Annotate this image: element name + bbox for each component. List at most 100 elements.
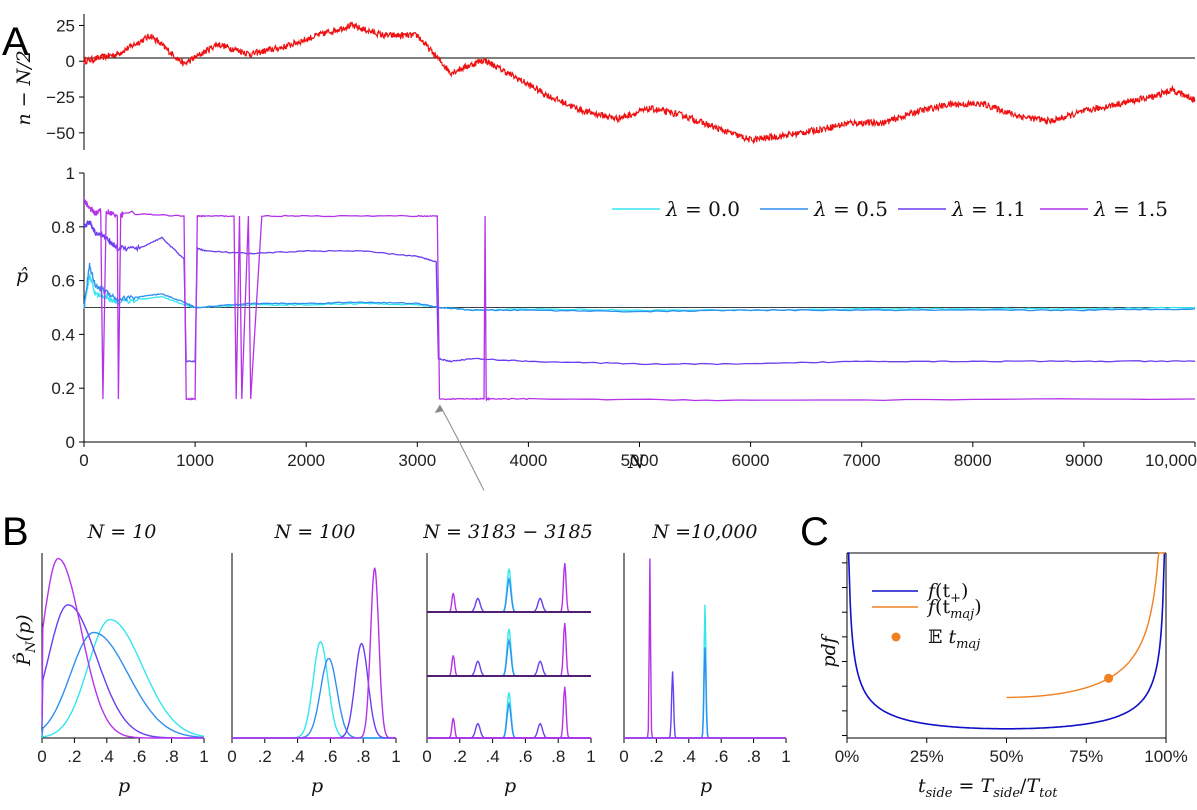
b-xtick-label: 0 [619,747,628,766]
f-t-maj-curve [1006,552,1166,699]
a-bottom-ytick-label: 0.4 [51,325,75,344]
a-top-ticks: 25 0 −25 −50 [46,16,84,143]
b-xtick-label: .2 [649,747,663,766]
b-xtick-label: .2 [453,747,467,766]
expected-t-maj-point [1104,673,1114,683]
legend-a: λ = 0.0 λ = 0.5 λ = 1.1 λ = 1.5 [612,197,1168,221]
b2-xlabel: p [311,775,323,797]
b-curve-5-3 [624,558,786,739]
a-bottom-xtick-label: 1000 [176,451,214,470]
panel-label-c: C [800,510,829,554]
a-bottom-series [83,196,1196,402]
a-bottom-ytick-label: 0 [66,433,75,452]
panel-label-b: B [2,510,29,554]
b1-xlabel: p [118,775,130,797]
random-walk-line [83,21,1196,145]
a-bottom-ticks: 0 0.2 0.4 0.6 0.8 1 0 1000 2000 3000 4000 5000 6000 7… [51,164,1197,470]
legend-label-expectation: 𝔼 tmaj [928,626,980,652]
b-xtick-label: .8 [551,747,565,766]
c-xtick-label: 0% [835,747,860,766]
legend-label-f-maj: f(tmaj) [926,596,982,622]
b-xtick-label: .2 [258,747,272,766]
lambda-series-line-1 [83,262,1196,313]
b-ylabel: P̂N(p) [13,614,39,666]
a-bottom-xtick-label: 6000 [732,451,770,470]
c-xtick-label: 25% [910,747,944,766]
panel-a-bottom-chart: 0 0.2 0.4 0.6 0.8 1 0 1000 2000 3000 4000 5000 6000 7… [16,164,1197,491]
b-xtick-label: 0 [422,747,431,766]
panel-b2-chart: N = 100 0 .2 .4 .6 .8 1 [227,521,400,766]
b-xtick-label: 1 [391,747,400,766]
a-bottom-xtick-label: 5000 [621,451,659,470]
b-xtick-label: .8 [165,747,179,766]
panel-b3-chart: N = 3183 − 3185 0 .2 .4 .6 .8 1 [422,521,595,766]
legend-label-lambda-1-1: λ = 1.1 [951,197,1026,221]
b1-title: N = 10 [87,521,157,543]
c-xtick-label: 100% [1144,747,1187,766]
b-xtick-label: 0 [227,747,236,766]
b-curve-2-1 [41,631,205,739]
b-xtick-label: 1 [586,747,595,766]
b-xtick-label: 0 [37,747,46,766]
c-ticks: 0% 25% 50% 75% 100% [835,562,1188,766]
c-ylabel: pdf [818,633,840,667]
a-top-ylabel: n − N/2 [13,50,35,125]
b-xtick-label: .6 [714,747,728,766]
a-top-ytick-label: 25 [56,16,75,35]
lambda-series-line-2 [83,219,1196,366]
legend-label-f-plus: f(t+) [926,580,968,606]
legend-swatch-expectation [891,632,901,642]
b-xtick-label: .4 [682,747,696,766]
b2-title: N = 100 [274,521,356,543]
b3-xlabel: p [504,775,516,797]
f-t-plus-curve [847,552,1166,730]
panel-b1-chart: N = 10 0 .2 .4 .6 .8 1 [37,521,208,766]
a-bottom-xtick-label: 9000 [1065,451,1103,470]
a-bottom-xtick-label: 8000 [954,451,992,470]
legend-label-lambda-1-5: λ = 1.5 [1093,197,1168,221]
b-xtick-label: .6 [323,747,337,766]
b-xtick-label: .4 [100,747,114,766]
c-xtick-label: 75% [1069,747,1103,766]
c-xtick-label: 50% [989,747,1023,766]
panel-c-chart: 0% 25% 50% 75% 100% pdf tside = Tside/Ttot f… [818,552,1188,801]
a-top-ytick-label: −50 [46,124,75,143]
a-top-ytick-label: −25 [46,88,75,107]
a-bottom-xlabel: N [627,451,646,473]
a-bottom-xtick-label: 7000 [843,451,881,470]
a-top-ytick-label: 0 [66,52,75,71]
b-xtick-label: .4 [291,747,305,766]
a-bottom-xtick-label: 10,000 [1145,451,1197,470]
b4-title: N =10,000 [651,521,757,543]
a-bottom-xtick-label: 0 [79,451,88,470]
legend-label-lambda-0-5: λ = 0.5 [813,197,888,221]
lambda-series-line-0 [83,273,1196,312]
a-bottom-xtick-label: 2000 [287,451,325,470]
annotation-arrow-head-icon [434,404,444,413]
b-xtick-label: .8 [356,747,370,766]
a-bottom-ylabel: p̂ [16,265,28,287]
b-xtick-label: .6 [518,747,532,766]
lambda-series-line-3 [83,196,1196,402]
c-xlabel: tside = Tside/Ttot [918,775,1058,801]
legend-c: f(t+) f(tmaj) 𝔼 tmaj [872,580,982,652]
a-bottom-ytick-label: 0.6 [51,272,75,291]
b-curve-3-3 [232,567,396,739]
panel-b4-chart: N =10,000 0 .2 .4 .6 .8 1 [619,521,790,766]
panel-a-top-chart: 25 0 −25 −50 n − N/2 [13,14,1196,150]
legend-label-lambda-0: λ = 0.0 [665,197,740,221]
a-bottom-xtick-label: 3000 [398,451,436,470]
b-xtick-label: .4 [486,747,500,766]
b-curve-2-0 [41,618,205,739]
b4-xlabel: p [700,775,712,797]
b-xtick-label: .2 [67,747,81,766]
panel-label-a: A [2,20,29,64]
annotation-arrow [439,404,485,491]
a-bottom-ytick-label: 0.8 [51,218,75,237]
b-xtick-label: 1 [199,747,208,766]
b-xtick-label: .6 [132,747,146,766]
a-bottom-xtick-label: 4000 [509,451,547,470]
a-bottom-ytick-label: 0.2 [51,379,75,398]
b3-curve-2-5 [427,686,591,739]
